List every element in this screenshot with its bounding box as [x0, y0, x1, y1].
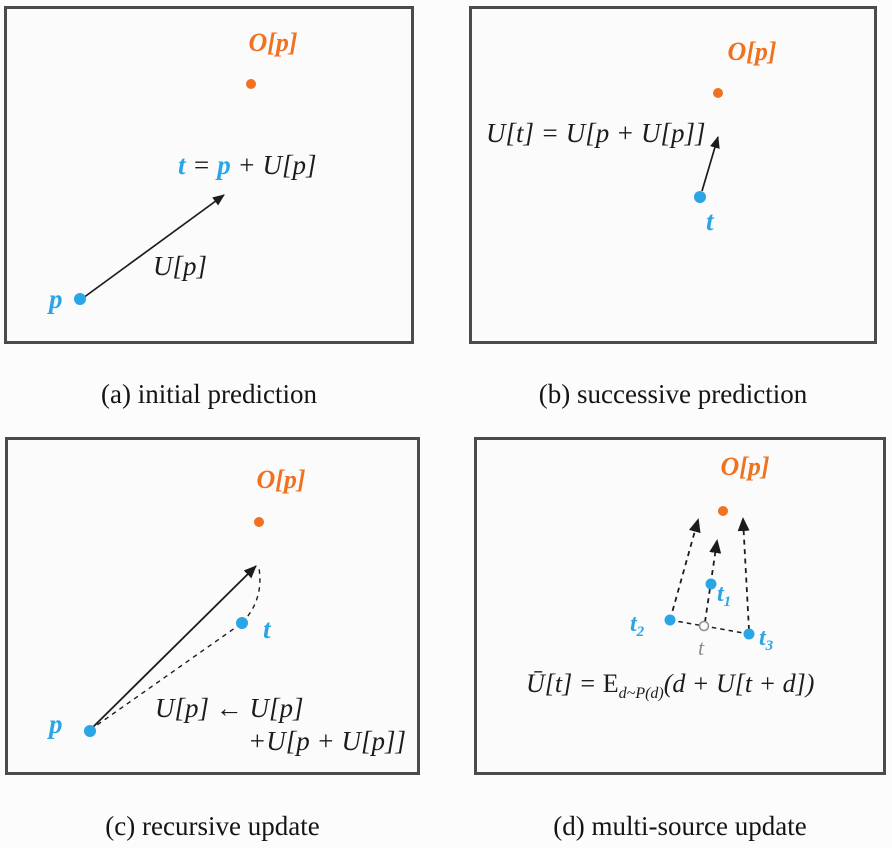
eq-a-p: p	[217, 150, 231, 180]
dashed-arrow-t2	[669, 518, 701, 621]
oracle-point	[713, 88, 723, 98]
eq-a-t: t	[178, 150, 186, 180]
panel-d-drawing	[664, 506, 755, 640]
point-t2	[664, 614, 676, 626]
oracle-point	[246, 79, 256, 89]
eq-d-rhs: (d + U[t + d])	[663, 669, 815, 698]
panel-d: O[p] t1 t2 t3 t Ū[t] = Ed~P(d)(d + U[t +…	[474, 437, 886, 775]
point-t-mean-open	[698, 620, 710, 632]
oracle-label: O[p]	[256, 465, 306, 494]
point-t-mean-label: t	[698, 635, 705, 660]
caption-b: (b) successive prediction	[538, 379, 808, 409]
panel-a: O[p] t = p + U[p] U[p] p	[4, 6, 414, 344]
eq-a-rest: + U[p]	[230, 150, 317, 180]
point-t2-label: t2	[630, 612, 644, 640]
t1-base: t	[717, 581, 724, 607]
panel-b: O[p] U[t] = U[p + U[p]] t	[469, 6, 877, 344]
t3-sub: 3	[765, 638, 774, 654]
t2-sub: 2	[636, 624, 645, 640]
oracle-point	[718, 506, 728, 516]
point-p-label: p	[49, 284, 63, 314]
oracle-label: O[p]	[727, 37, 777, 66]
point-p-label: p	[49, 709, 63, 739]
oracle-label: O[p]	[720, 452, 770, 481]
point-p	[84, 725, 96, 737]
t2-base: t	[630, 611, 637, 637]
dashed-arrow-t3	[737, 517, 750, 631]
panel-b-drawing	[694, 88, 723, 203]
equation-c-line1: U[p] ← U[p]	[155, 693, 304, 723]
point-p	[74, 293, 86, 305]
point-t1	[705, 578, 717, 590]
eq-d-lhs: Ū[t] =	[526, 669, 603, 698]
updated-arrow	[89, 565, 257, 731]
caption-a: (a) initial prediction	[101, 379, 317, 409]
panel-c: O[p] t p U[p] ← U[p] +U[p + U[p]]	[5, 437, 420, 775]
prediction-arrow	[82, 194, 225, 299]
dashed-t-to-target	[241, 567, 261, 624]
eq-d-expectation: E	[602, 669, 619, 698]
panel-a-drawing	[74, 79, 256, 305]
t1-sub: 1	[723, 594, 732, 610]
eq-a-equals: =	[185, 150, 218, 180]
point-t3-label: t3	[759, 626, 773, 654]
equation-d: Ū[t] = Ed~P(d)(d + U[t + d])	[526, 671, 814, 702]
equation-a: t = p + U[p]	[178, 152, 316, 179]
oracle-point	[254, 517, 264, 527]
caption-d: (d) multi-source update	[553, 811, 807, 841]
vector-label-up: U[p]	[153, 251, 208, 281]
point-t1-label: t1	[717, 582, 731, 610]
prediction-arrow	[701, 136, 720, 192]
dashed-sources-link	[669, 619, 750, 635]
caption-c: (c) recursive update	[105, 811, 320, 841]
equation-c-line2: +U[p + U[p]]	[248, 726, 406, 756]
equation-b: U[t] = U[p + U[p]]	[486, 118, 706, 148]
point-t3	[743, 628, 755, 640]
panel-c-drawing	[84, 517, 264, 737]
point-t-label: t	[706, 206, 714, 236]
oracle-label: O[p]	[248, 28, 298, 57]
point-t	[694, 191, 706, 203]
point-t	[236, 617, 248, 629]
eq-d-subscript: d~P(d)	[618, 685, 664, 702]
t3-base: t	[759, 625, 766, 651]
dashed-p-to-t	[89, 622, 243, 731]
point-t-label: t	[263, 614, 271, 644]
